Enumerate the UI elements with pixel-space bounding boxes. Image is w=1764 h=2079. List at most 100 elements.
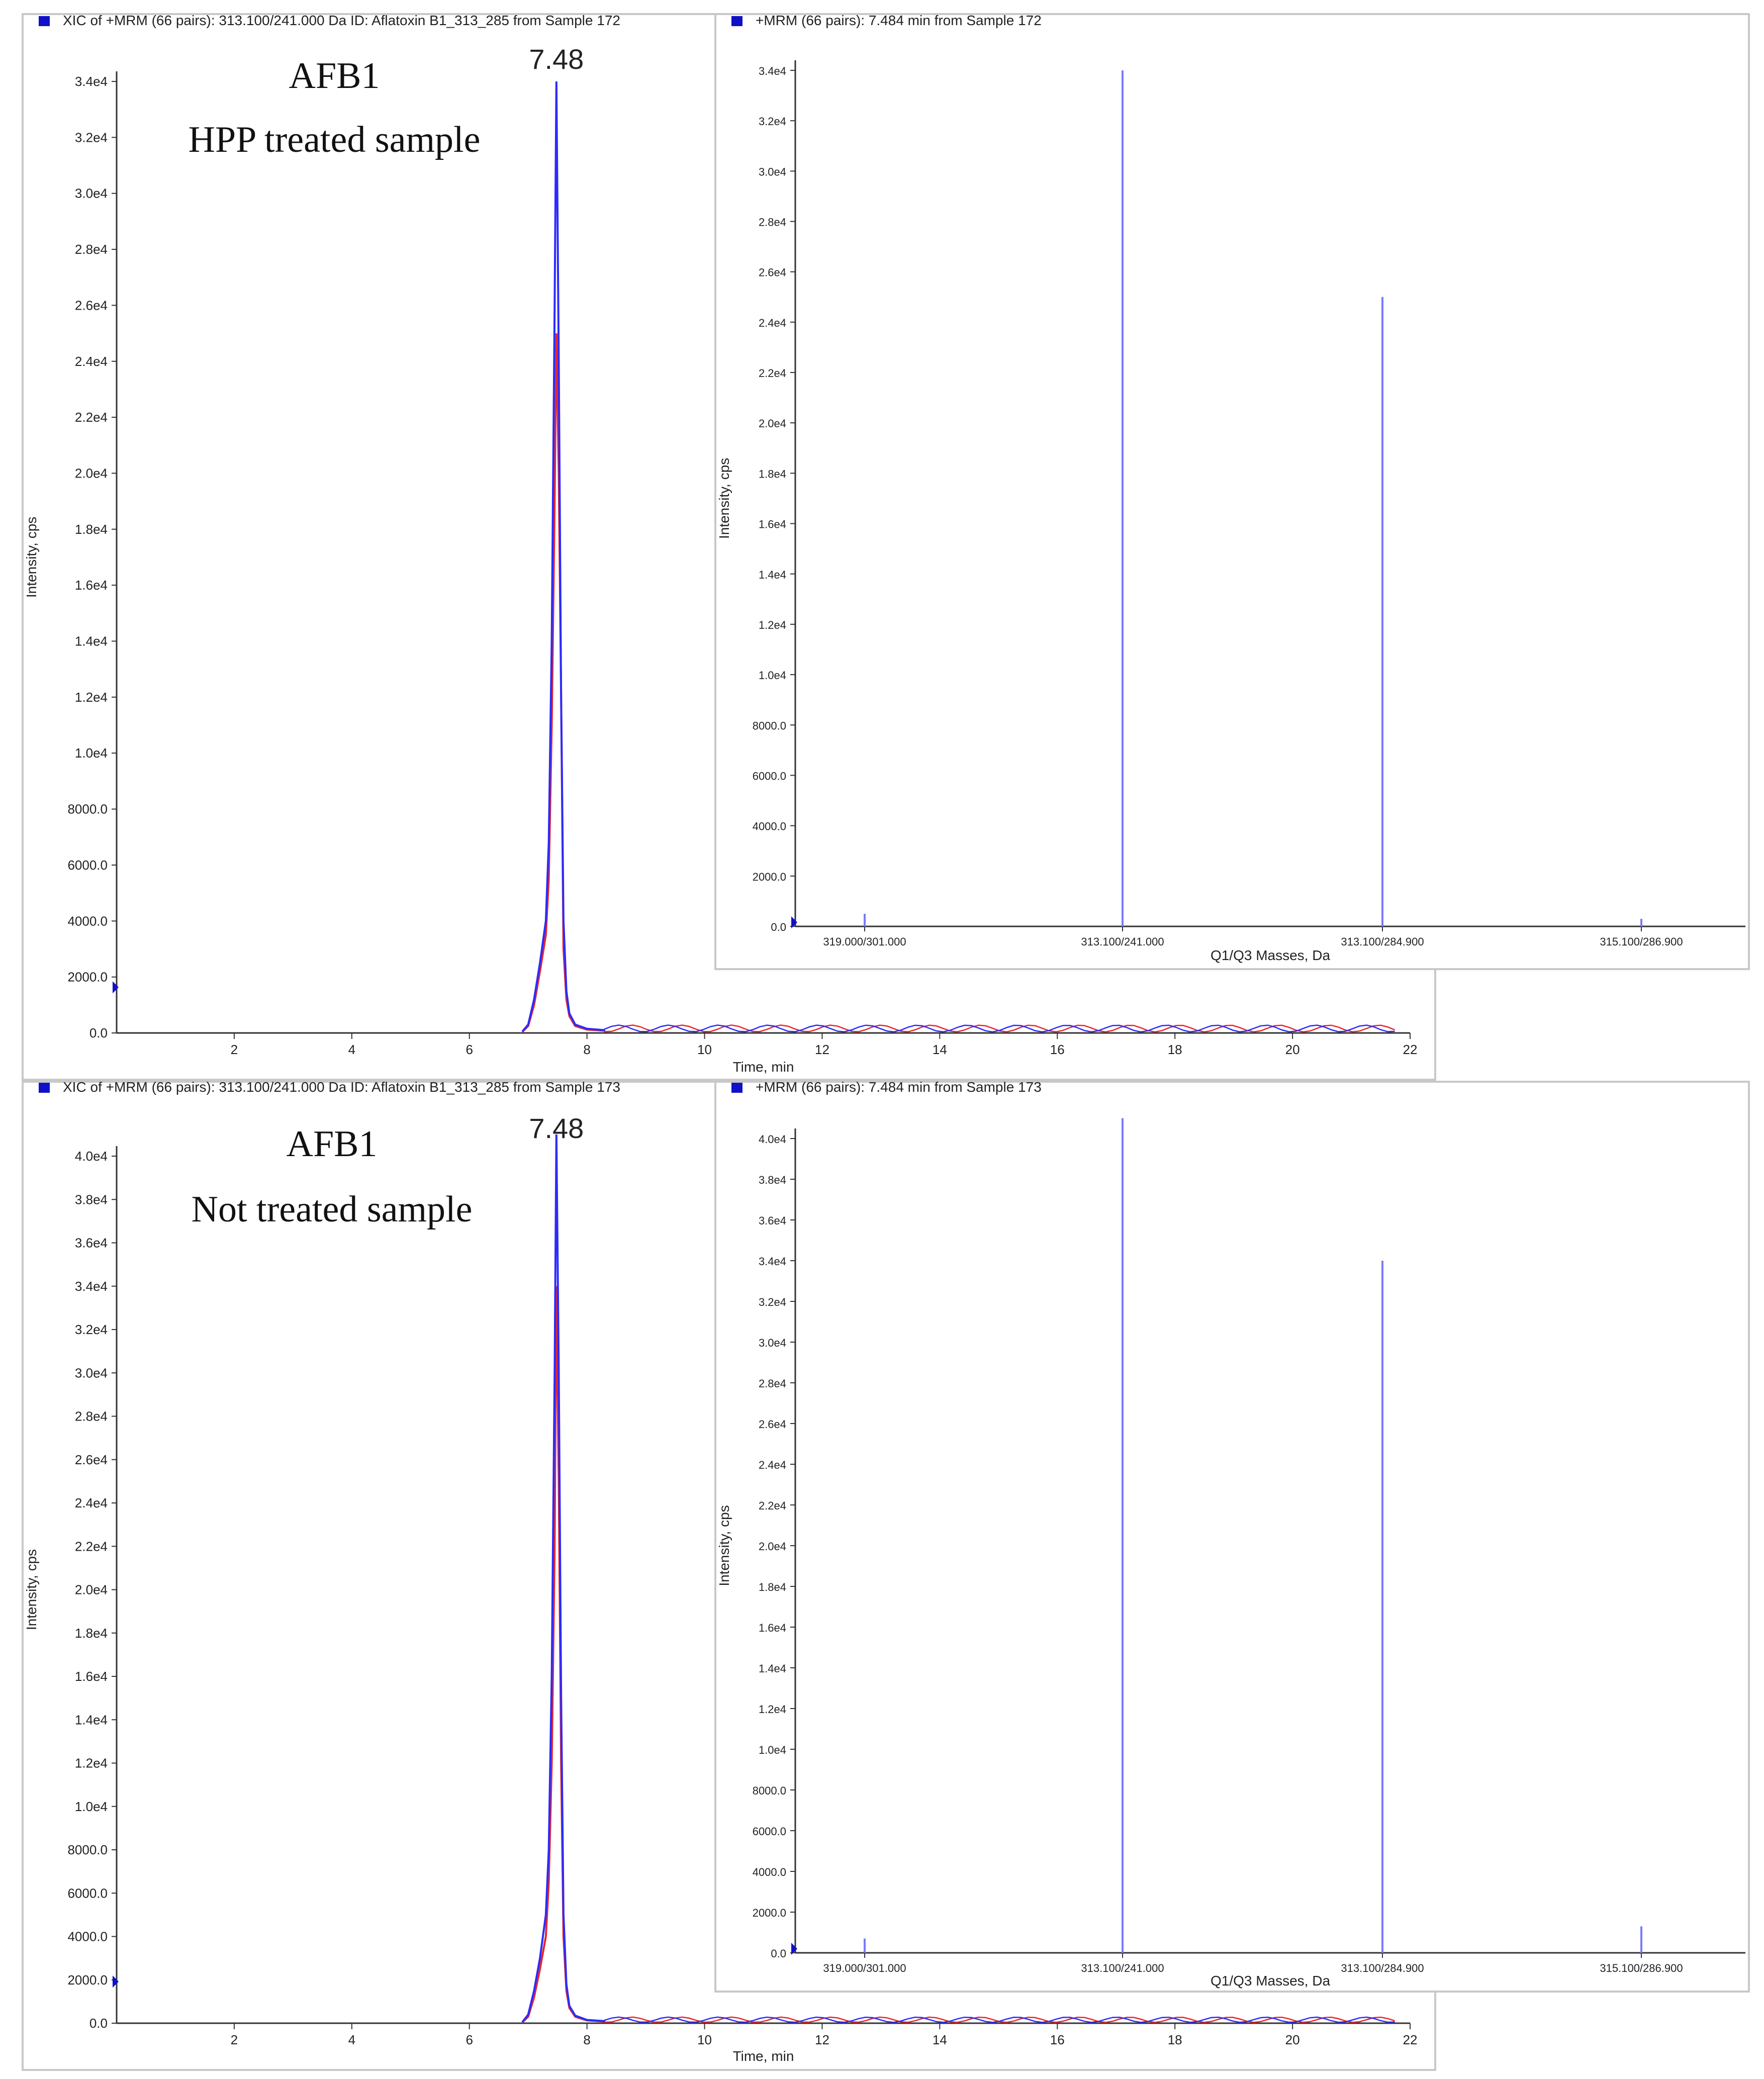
y-tick-label: 1.8e4 — [75, 1626, 108, 1641]
y-tick-label: 2000.0 — [67, 970, 108, 985]
y-tick-label: 3.0e4 — [75, 1365, 108, 1380]
legend-marker — [39, 1083, 50, 1093]
y-tick-label: 2.6e4 — [759, 1418, 786, 1431]
x-tick-label: 2 — [231, 2032, 238, 2047]
x-tick-label: 319.000/301.000 — [823, 935, 906, 948]
legend-marker — [731, 1083, 742, 1093]
x-tick-label: 8 — [583, 2032, 590, 2047]
axis-marker-icon — [113, 981, 119, 994]
y-tick-label: 1.4e4 — [759, 1662, 786, 1675]
series-line-blue — [521, 81, 605, 1032]
y-tick-label: 2.4e4 — [759, 317, 786, 329]
peak-label: 7.48 — [529, 1112, 584, 1144]
x-tick-label: 16 — [1050, 1042, 1065, 1057]
axis-marker-icon — [791, 916, 797, 928]
panel-frame — [714, 13, 1750, 970]
y-tick-label: 2.4e4 — [75, 354, 108, 369]
y-tick-label: 3.6e4 — [75, 1236, 108, 1251]
annotation-text: AFB1 — [289, 55, 380, 97]
axis-marker-icon — [113, 1975, 119, 1988]
y-tick-label: 1.4e4 — [759, 569, 786, 581]
y-tick-label: 1.8e4 — [759, 1581, 786, 1593]
x-tick-label: 313.100/241.000 — [1081, 935, 1164, 948]
y-tick-label: 3.0e4 — [75, 186, 108, 201]
y-tick-label: 0.0 — [771, 1947, 786, 1960]
y-tick-label: 1.2e4 — [759, 619, 786, 631]
y-tick-label: 1.6e4 — [759, 518, 786, 531]
x-tick-label: 6 — [466, 1042, 473, 1057]
y-tick-label: 1.0e4 — [75, 745, 108, 761]
y-axis-label: Intensity, cps — [716, 1505, 732, 1586]
x-tick-label: 6 — [466, 2032, 473, 2047]
x-tick-label: 14 — [933, 2032, 947, 2047]
y-tick-label: 8000.0 — [753, 1784, 786, 1797]
x-tick-label: 16 — [1050, 2032, 1065, 2047]
y-tick-label: 3.4e4 — [75, 1279, 108, 1294]
y-axis-label: Intensity, cps — [716, 458, 732, 539]
y-tick-label: 3.4e4 — [75, 74, 108, 89]
y-tick-label: 2.8e4 — [759, 216, 786, 229]
y-tick-label: 8000.0 — [67, 1842, 108, 1857]
y-tick-label: 1.2e4 — [75, 1756, 108, 1771]
y-axis-label: Intensity, cps — [24, 1549, 39, 1630]
y-tick-label: 3.2e4 — [759, 115, 786, 128]
y-tick-label: 1.0e4 — [75, 1799, 108, 1814]
y-tick-label: 2.0e4 — [759, 1540, 786, 1553]
chart-panel-top-bar: +MRM (66 pairs): 7.484 min from Sample 1… — [714, 13, 1750, 970]
y-tick-label: 3.8e4 — [759, 1174, 786, 1186]
chart-title: +MRM (66 pairs): 7.484 min from Sample 1… — [756, 13, 1042, 28]
y-tick-label: 2.0e4 — [75, 1582, 108, 1597]
x-tick-label: 12 — [815, 2032, 829, 2047]
x-tick-label: 2 — [231, 1042, 238, 1057]
x-axis-label: Time, min — [733, 1059, 794, 1075]
chart-title: XIC of +MRM (66 pairs): 313.100/241.000 … — [63, 13, 620, 28]
legend-marker — [731, 16, 742, 26]
peak-label: 7.48 — [529, 43, 584, 75]
series-baseline-red — [604, 1024, 1396, 1033]
x-tick-label: 10 — [697, 2032, 712, 2047]
y-tick-label: 6000.0 — [753, 770, 786, 782]
annotation-text: Not treated sample — [192, 1189, 473, 1230]
x-tick-label: 20 — [1285, 2032, 1300, 2047]
y-tick-label: 2000.0 — [67, 1972, 108, 1988]
chart-panel-top-line: XIC of +MRM (66 pairs): 313.100/241.000 … — [22, 13, 1436, 1081]
y-tick-label: 3.4e4 — [759, 65, 786, 77]
y-tick-label: 1.8e4 — [759, 467, 786, 480]
y-tick-label: 1.6e4 — [759, 1622, 786, 1634]
y-tick-label: 4000.0 — [67, 913, 108, 928]
y-tick-label: 2.0e4 — [759, 417, 786, 430]
x-tick-label: 18 — [1168, 1042, 1182, 1057]
y-tick-label: 1.6e4 — [75, 578, 108, 593]
y-tick-label: 6000.0 — [67, 1885, 108, 1901]
y-tick-label: 1.2e4 — [759, 1703, 786, 1716]
annotation-text: AFB1 — [287, 1123, 378, 1165]
y-tick-label: 0.0 — [89, 2016, 108, 2031]
x-tick-label: 10 — [697, 1042, 712, 1057]
y-tick-label: 2.6e4 — [75, 298, 108, 313]
y-tick-label: 3.0e4 — [759, 165, 786, 178]
y-tick-label: 2.8e4 — [75, 1409, 108, 1424]
x-tick-label: 313.100/284.900 — [1341, 935, 1424, 948]
plots: XIC of +MRM (66 pairs): 313.100/241.000 … — [22, 13, 1750, 2071]
y-tick-label: 3.2e4 — [759, 1296, 786, 1308]
y-tick-label: 3.4e4 — [759, 1255, 786, 1268]
x-tick-label: 313.100/284.900 — [1341, 1962, 1424, 1974]
y-tick-label: 2000.0 — [753, 871, 786, 883]
y-tick-label: 2.8e4 — [75, 242, 108, 257]
x-tick-label: 14 — [933, 1042, 947, 1057]
y-tick-label: 2.2e4 — [759, 367, 786, 380]
y-tick-label: 3.0e4 — [759, 1337, 786, 1349]
chart-panel-bottom-bar: +MRM (66 pairs): 7.484 min from Sample 1… — [714, 1079, 1750, 1993]
x-tick-label: 4 — [348, 2032, 355, 2047]
panel-frame — [714, 1081, 1750, 1993]
x-tick-label: 22 — [1403, 1042, 1418, 1057]
x-axis-label: Q1/Q3 Masses, Da — [1211, 948, 1331, 963]
y-tick-label: 4.0e4 — [75, 1149, 108, 1164]
y-tick-label: 3.8e4 — [75, 1192, 108, 1207]
y-tick-label: 1.6e4 — [75, 1669, 108, 1684]
legend-marker — [39, 16, 50, 26]
y-tick-label: 1.0e4 — [759, 669, 786, 682]
y-tick-label: 2.8e4 — [759, 1377, 786, 1390]
x-tick-label: 315.100/286.900 — [1600, 935, 1683, 948]
